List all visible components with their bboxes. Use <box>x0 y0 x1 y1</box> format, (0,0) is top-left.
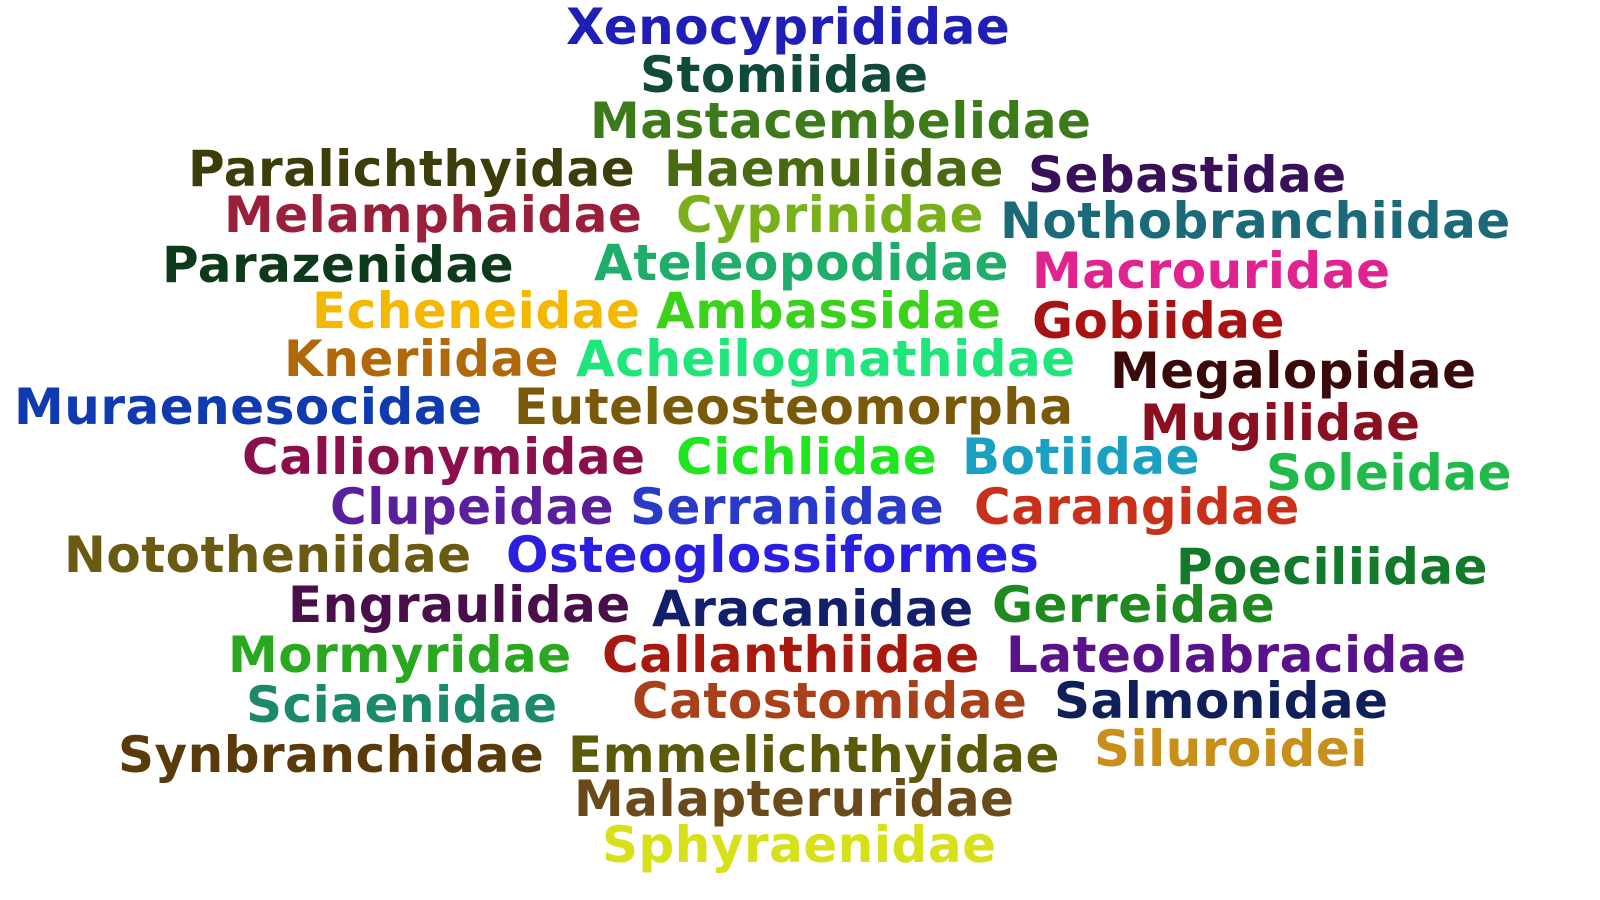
word-parazenidae: Parazenidae <box>162 236 515 294</box>
word-osteoglossiformes: Osteoglossiformes <box>506 526 1040 584</box>
word-serranidae: Serranidae <box>630 478 945 536</box>
word-melamphaidae: Melamphaidae <box>224 186 643 244</box>
word-cichlidae: Cichlidae <box>676 428 938 486</box>
word-engraulidae: Engraulidae <box>288 576 631 634</box>
word-xenocyprididae: Xenocyprididae <box>566 0 1011 56</box>
word-gerreidae: Gerreidae <box>992 576 1276 634</box>
word-gobiidae: Gobiidae <box>1032 292 1285 350</box>
word-stomiidae: Stomiidae <box>640 46 929 104</box>
word-clupeidae: Clupeidae <box>330 478 615 536</box>
word-paralichthyidae: Paralichthyidae <box>188 140 636 198</box>
word-sebastidae: Sebastidae <box>1028 146 1347 204</box>
word-kneriidae: Kneriidae <box>284 330 560 388</box>
word-carangidae: Carangidae <box>974 478 1300 536</box>
word-acheilognathidae: Acheilognathidae <box>576 330 1076 388</box>
word-malapteruridae: Malapteruridae <box>574 770 1015 828</box>
word-sciaenidae: Sciaenidae <box>246 676 558 734</box>
word-macrouridae: Macrouridae <box>1032 242 1391 300</box>
word-nototheniidae: Nototheniidae <box>64 526 472 584</box>
word-echeneidae: Echeneidae <box>312 282 641 340</box>
word-cyprinidae: Cyprinidae <box>676 186 985 244</box>
word-siluroidei: Siluroidei <box>1094 720 1368 778</box>
word-sphyraenidae: Sphyraenidae <box>602 816 997 874</box>
word-mugilidae: Mugilidae <box>1140 394 1421 452</box>
word-aracanidae: Aracanidae <box>652 580 974 638</box>
word-catostomidae: Catostomidae <box>632 672 1028 730</box>
word-soleidae: Soleidae <box>1266 444 1512 502</box>
word-muraenesocidae: Muraenesocidae <box>14 378 483 436</box>
word-lateolabracidae: Lateolabracidae <box>1006 626 1467 684</box>
word-nothobranchiidae: Nothobranchiidae <box>1000 192 1511 250</box>
word-salmonidae: Salmonidae <box>1054 672 1389 730</box>
word-poeciliidae: Poeciliidae <box>1176 538 1489 596</box>
word-euteleosteomorpha: Euteleosteomorpha <box>514 378 1074 436</box>
word-mastacembelidae: Mastacembelidae <box>590 92 1092 150</box>
word-haemulidae: Haemulidae <box>664 140 1004 198</box>
word-megalopidae: Megalopidae <box>1110 342 1477 400</box>
word-synbranchidae: Synbranchidae <box>118 726 545 784</box>
word-ambassidae: Ambassidae <box>656 282 1002 340</box>
word-mormyridae: Mormyridae <box>228 626 572 684</box>
word-ateleopodidae: Ateleopodidae <box>594 234 1009 292</box>
word-botiidae: Botiidae <box>962 428 1201 486</box>
word-emmelichthyidae: Emmelichthyidae <box>568 726 1060 784</box>
word-callanthiidae: Callanthiidae <box>602 626 980 684</box>
word-callionymidae: Callionymidae <box>242 428 646 486</box>
